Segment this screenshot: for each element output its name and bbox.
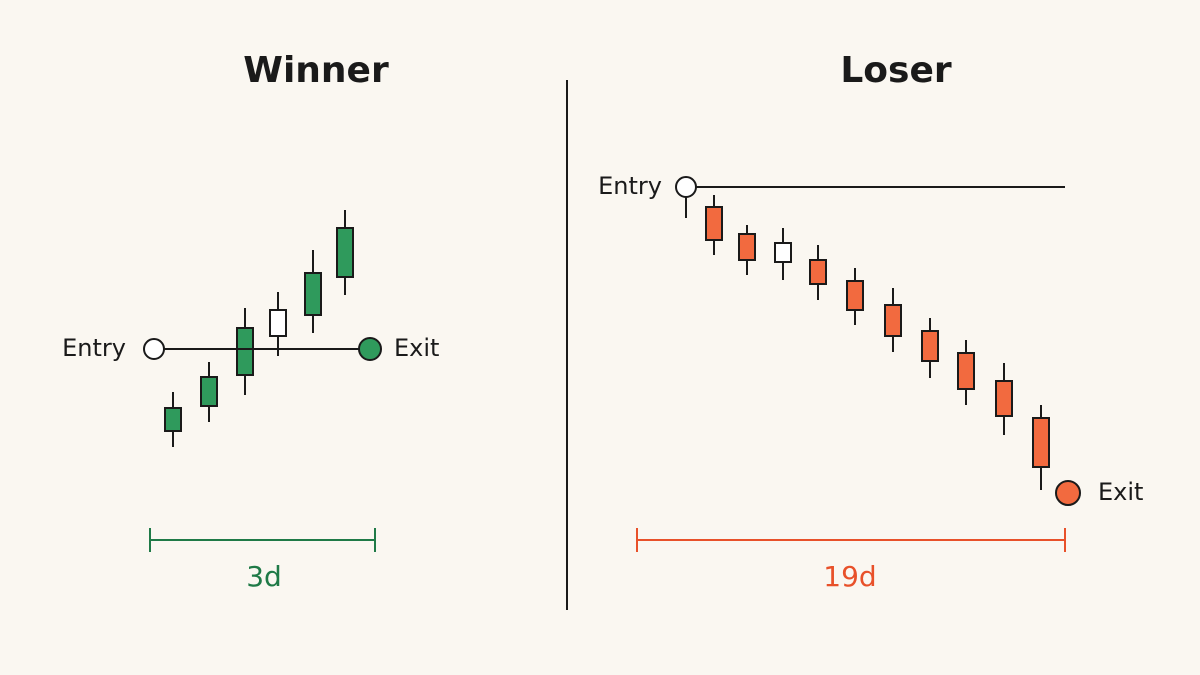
candle xyxy=(884,304,902,337)
candle xyxy=(774,242,792,263)
panel-title: Winner xyxy=(243,50,389,91)
loser-candles xyxy=(685,195,1050,490)
candle xyxy=(164,407,182,432)
entry-marker xyxy=(675,176,697,198)
candle xyxy=(846,280,864,311)
exit-marker xyxy=(358,337,382,361)
candle xyxy=(269,309,287,337)
duration-label: 19d xyxy=(823,560,876,593)
candle xyxy=(957,352,975,390)
winner-candles xyxy=(164,210,354,447)
candle xyxy=(738,233,756,261)
candle xyxy=(995,380,1013,417)
exit-label: Exit xyxy=(394,334,439,362)
candle xyxy=(236,327,254,376)
candle xyxy=(921,330,939,362)
duration-label: 3d xyxy=(246,560,282,593)
panel-title: Loser xyxy=(840,50,952,91)
exit-label: Exit xyxy=(1098,478,1143,506)
candle xyxy=(809,259,827,285)
exit-marker xyxy=(1055,480,1081,506)
candle xyxy=(705,206,723,241)
duration-bar xyxy=(149,528,376,552)
candle xyxy=(304,272,322,316)
candle xyxy=(336,227,354,278)
candle xyxy=(200,376,218,407)
candle xyxy=(1032,417,1050,468)
entry-label: Entry xyxy=(62,334,126,362)
entry-marker xyxy=(143,338,165,360)
duration-bar xyxy=(636,528,1066,552)
entry-label: Entry xyxy=(598,172,662,200)
